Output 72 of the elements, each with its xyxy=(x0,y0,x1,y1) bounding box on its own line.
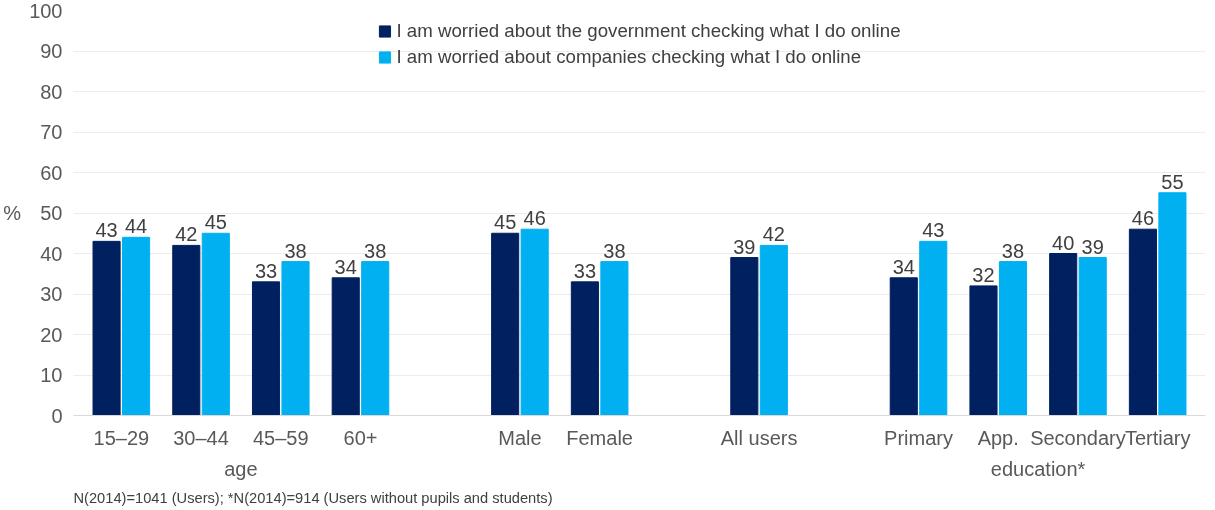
x-tick-label: App. xyxy=(977,426,1019,449)
data-label: 39 xyxy=(733,235,756,258)
data-label: 34 xyxy=(892,255,915,278)
data-label: 39 xyxy=(1081,235,1104,258)
bar xyxy=(201,232,230,416)
data-label: 43 xyxy=(95,219,118,242)
y-tick-label: 0 xyxy=(51,404,63,427)
bar xyxy=(172,244,201,416)
bar xyxy=(969,285,998,416)
data-label: 34 xyxy=(334,255,357,278)
bar xyxy=(730,257,759,416)
bar xyxy=(92,240,121,416)
x-tick-label: 45–59 xyxy=(252,426,309,449)
data-label: 32 xyxy=(972,263,995,286)
x-tick-label: 60+ xyxy=(343,426,378,449)
x-tick-label: 15–29 xyxy=(93,426,150,449)
text: N(2014)=1041 (Users); *N(2014)=914 (Users without pupils and students) xyxy=(73,489,553,506)
legend-label: I am worried about companies checking what I do online xyxy=(396,46,862,68)
bar xyxy=(331,277,360,416)
x-tick-label: Primary xyxy=(884,426,953,449)
bar xyxy=(889,277,918,416)
bar xyxy=(600,261,629,416)
data-label: 33 xyxy=(573,259,597,282)
bar xyxy=(122,236,151,416)
data-label: 45 xyxy=(494,211,517,234)
data-label: 55 xyxy=(1161,170,1184,193)
bar xyxy=(1128,228,1157,416)
bar xyxy=(251,281,281,416)
y-tick-label: 80 xyxy=(40,80,63,103)
bar xyxy=(281,261,310,416)
y-tick-label: 70 xyxy=(40,121,63,143)
data-label: 46 xyxy=(1131,207,1155,230)
x-tick-label: 30–44 xyxy=(173,426,229,449)
x-tick-label: Secondary xyxy=(1030,426,1126,449)
data-label: 43 xyxy=(922,219,945,242)
y-axis-title: % xyxy=(3,202,22,224)
data-label: 46 xyxy=(523,207,546,230)
bar xyxy=(1158,192,1187,416)
text: age xyxy=(224,457,258,480)
y-tick-label: 50 xyxy=(40,202,63,224)
y-tick-label: 10 xyxy=(40,364,63,386)
data-label: 42 xyxy=(762,223,785,246)
bar xyxy=(570,281,599,416)
data-label: 44 xyxy=(124,215,148,238)
x-tick-label: Male xyxy=(498,426,542,449)
data-label: 33 xyxy=(254,259,278,282)
bar xyxy=(998,261,1028,416)
x-tick-label: All users xyxy=(720,426,798,449)
data-label: 45 xyxy=(204,211,227,234)
y-tick-label: 40 xyxy=(40,242,63,265)
data-label: 38 xyxy=(364,239,387,262)
bar xyxy=(491,232,520,416)
bar xyxy=(361,261,390,416)
bar xyxy=(919,240,948,416)
bar xyxy=(759,244,788,416)
bar xyxy=(520,228,549,416)
data-label: 38 xyxy=(284,239,307,262)
y-tick-label: 60 xyxy=(40,161,63,184)
y-tick-label: 90 xyxy=(40,40,63,62)
data-label: 40 xyxy=(1052,231,1075,254)
y-tick-label: 20 xyxy=(40,323,63,346)
y-tick-label: 30 xyxy=(40,283,63,305)
data-label: 38 xyxy=(1001,239,1025,262)
bar xyxy=(1078,257,1107,416)
data-label: 38 xyxy=(603,239,626,262)
data-label: 42 xyxy=(175,223,198,246)
legend-label: I am worried about the government checking what I do online xyxy=(396,20,901,42)
x-tick-label: Female xyxy=(566,426,633,449)
bar xyxy=(1049,253,1078,416)
x-tick-label: Tertiary xyxy=(1124,426,1191,449)
y-tick-label: 100 xyxy=(29,0,63,22)
text: education* xyxy=(990,457,1086,480)
